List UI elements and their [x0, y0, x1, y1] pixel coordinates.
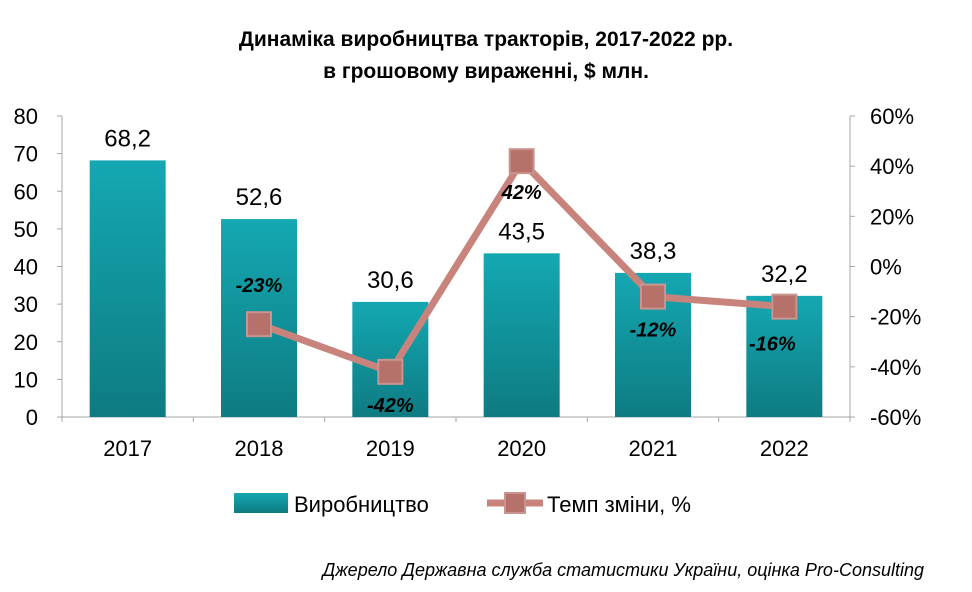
x-tick-label: 2021 [629, 436, 678, 461]
bar [89, 160, 166, 417]
left-tick-label: 80 [14, 104, 38, 129]
growth-marker [246, 311, 272, 338]
left-tick-label: 60 [14, 179, 38, 204]
growth-value-label: -42% [367, 395, 414, 417]
growth-marker [508, 148, 535, 175]
left-tick-label: 50 [14, 217, 38, 242]
legend-line-label: Темп зміни, % [547, 492, 691, 517]
bar-value-label: 30,6 [367, 267, 414, 294]
growth-value-label: -12% [630, 320, 677, 342]
plot-area: 0 10 20 30 40 50 60 70 80 -60% -40% -20% 0% 20% 40% 60%… [14, 104, 922, 461]
bar-value-label: 43,5 [498, 218, 545, 245]
legend: Виробництво Темп зміни, % [234, 492, 691, 517]
source-note: Джерело Державна служба статистики Украї… [322, 560, 924, 580]
chart-title-line2: в грошовому вираженні, $ млн. [323, 60, 649, 83]
x-tick-label: 2018 [235, 436, 284, 461]
right-tick-label: 20% [870, 204, 914, 229]
x-tick-label: 2020 [497, 436, 546, 461]
left-tick-label: 10 [14, 367, 38, 392]
left-tick-label: 20 [14, 330, 38, 355]
growth-marker [377, 358, 404, 385]
right-tick-label: 40% [870, 154, 914, 179]
chart-title-line1: Динаміка виробництва тракторів, 2017-202… [239, 28, 733, 51]
right-tick-label: -40% [870, 355, 921, 380]
left-tick-label: 70 [14, 142, 38, 167]
growth-value-label: 42% [501, 182, 542, 204]
right-tick-label: -60% [870, 405, 921, 430]
bar-value-label: 38,3 [630, 238, 677, 265]
growth-value-label: -23% [236, 275, 283, 297]
left-tick-label: 40 [14, 255, 38, 280]
right-tick-label: 60% [870, 104, 914, 129]
legend-line-marker [504, 492, 526, 514]
bar-value-label: 52,6 [236, 184, 283, 211]
bar [483, 253, 560, 417]
growth-marker [771, 293, 798, 320]
left-tick-label: 30 [14, 292, 38, 317]
bar-value-label: 68,2 [104, 125, 151, 152]
x-tick-label: 2019 [366, 436, 415, 461]
growth-marker [640, 283, 666, 310]
right-tick-label: 0% [870, 255, 902, 280]
growth-value-label: -16% [749, 334, 796, 356]
x-tick-label: 2022 [760, 436, 809, 461]
legend-bar-swatch [234, 493, 288, 513]
bar-value-label: 32,2 [761, 261, 808, 288]
legend-bar-label: Виробництво [294, 492, 429, 517]
left-tick-label: 0 [26, 405, 38, 430]
right-tick-label: -20% [870, 305, 921, 330]
x-tick-label: 2017 [103, 436, 152, 461]
